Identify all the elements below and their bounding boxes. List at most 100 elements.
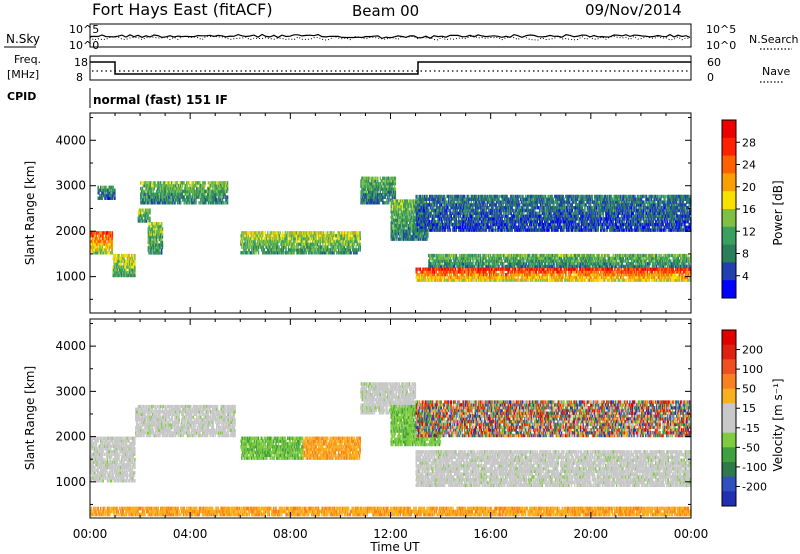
echo-cell: [264, 248, 265, 251]
echo-cell: [390, 177, 391, 180]
echo-cell: [155, 201, 156, 204]
echo-cell: [219, 201, 220, 204]
echo-cell: [180, 201, 181, 204]
echo-cell: [112, 237, 113, 240]
echo-cell: [224, 201, 225, 204]
echo-cell: [195, 201, 196, 204]
search-tick-top: 10^5: [706, 23, 736, 36]
echo-cell: [283, 251, 284, 254]
echo-cell: [212, 187, 213, 190]
echo-cell: [434, 254, 435, 257]
echo-cell: [245, 245, 246, 248]
echo-cell: [316, 251, 317, 254]
echo-cell: [107, 245, 108, 248]
echo-cell: [478, 254, 479, 257]
echo-cell: [254, 251, 255, 254]
echo-cell: [295, 237, 296, 240]
echo-cell: [115, 254, 116, 257]
sky-label: N.Sky: [6, 32, 40, 46]
echo-cell: [267, 231, 268, 234]
echo-cell: [149, 209, 150, 212]
echo-cell: [145, 201, 146, 204]
echo-cell: [360, 237, 361, 240]
nave-tick-top: 60: [707, 56, 721, 69]
echo-cell: [103, 231, 104, 234]
date-title: 09/Nov/2014: [585, 1, 682, 19]
echo-cell: [599, 279, 600, 282]
echo-cell: [395, 177, 396, 180]
echo-cell: [184, 201, 185, 204]
echo-cell: [688, 279, 689, 282]
echo-cell: [192, 195, 193, 198]
frequency-trace: [90, 62, 691, 74]
echo-cell: [309, 251, 310, 254]
echo-cell: [112, 231, 113, 234]
echo-cell: [417, 268, 418, 271]
echo-cell: [280, 234, 281, 237]
echo-cell: [187, 201, 188, 204]
echo-cell: [224, 187, 225, 190]
echo-cell: [134, 271, 135, 274]
echo-cell: [258, 245, 259, 248]
echo-cell: [170, 195, 171, 198]
echo-cell: [258, 251, 259, 254]
echo-cell: [200, 201, 201, 204]
echo-cell: [131, 254, 132, 257]
echo-cell: [160, 201, 161, 204]
echo-cell: [114, 189, 115, 192]
echo-cell: [384, 177, 385, 180]
echo-cell: [153, 187, 154, 190]
echo-cell: [106, 237, 107, 240]
freq-nave-panel: Freq. [MHz] 18 8 60 0 Nave: [7, 53, 790, 84]
echo-cell: [525, 254, 526, 257]
echo-cell: [356, 248, 357, 251]
echo-cell: [106, 251, 107, 254]
power-echoes: [90, 177, 692, 282]
nave-tick-bottom: 0: [707, 71, 714, 84]
echo-cell: [161, 195, 162, 198]
echo-cell: [360, 243, 361, 246]
echo-cell: [112, 251, 113, 254]
echo-cell: [277, 237, 278, 240]
echo-cell: [275, 251, 276, 254]
echo-cell: [443, 254, 444, 257]
echo-cell: [498, 265, 499, 268]
echo-cell: [227, 187, 228, 190]
echo-cell: [277, 251, 278, 254]
echo-cell: [217, 201, 218, 204]
echo-cell: [501, 254, 502, 257]
sky-tick-top: 10^5: [69, 23, 99, 36]
echo-cell: [100, 186, 101, 189]
search-label: N.Search: [749, 33, 799, 46]
echo-cell: [243, 251, 244, 254]
echo-cell: [360, 245, 361, 248]
echo-cell: [204, 181, 205, 184]
nave-label: Nave: [762, 65, 790, 78]
echo-cell: [562, 254, 563, 257]
echo-cell: [529, 254, 530, 257]
freq-tick-bottom: 8: [76, 71, 83, 84]
echo-cell: [498, 273, 499, 276]
echo-cell: [112, 245, 113, 248]
echo-cell: [490, 265, 491, 268]
echo-cell: [356, 251, 357, 254]
echo-cell: [289, 251, 290, 254]
echo-cell: [148, 201, 149, 204]
echo-cell: [241, 245, 242, 248]
echo-cell: [134, 254, 135, 257]
echo-cell: [247, 251, 248, 254]
echo-cell: [626, 279, 627, 282]
echo-cell: [375, 177, 376, 180]
echo-cell: [216, 198, 217, 201]
echo-cell: [198, 195, 199, 198]
echo-cell: [158, 181, 159, 184]
echo-cell: [208, 201, 209, 204]
freq-tick-top: 18: [74, 56, 88, 69]
echo-cell: [149, 217, 150, 220]
echo-cell: [143, 195, 144, 198]
echo-cell: [227, 181, 228, 184]
echo-cell: [249, 245, 250, 248]
echo-cell: [118, 271, 119, 274]
